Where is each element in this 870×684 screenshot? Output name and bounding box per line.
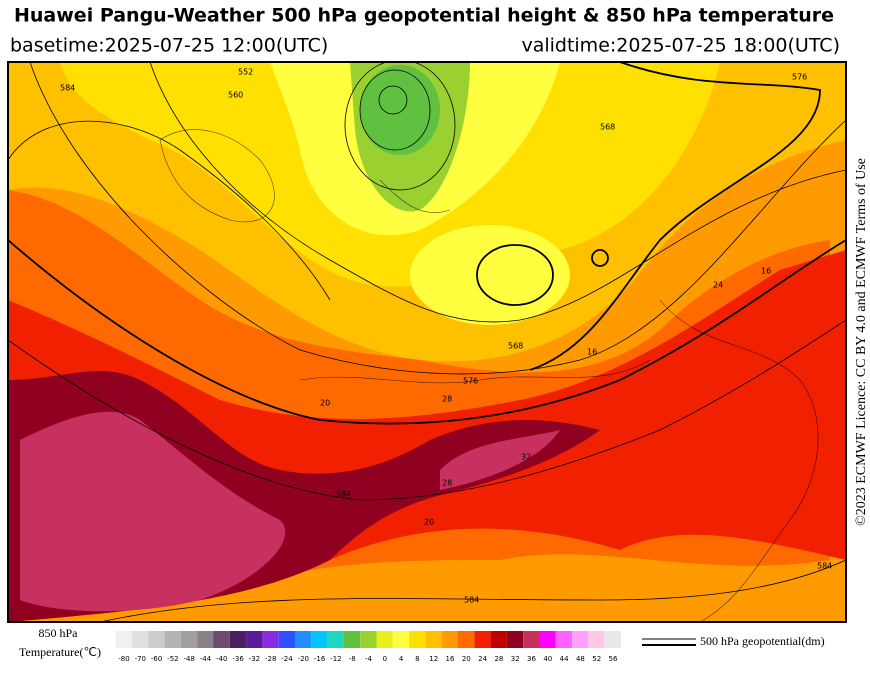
- contour-label: 20: [320, 399, 330, 408]
- contour-label: 584: [336, 490, 351, 499]
- colorbar-swatch: [588, 631, 605, 648]
- colorbar-tick-label: 36: [527, 655, 536, 663]
- title: Huawei Pangu-Weather 500 hPa geopotentia…: [14, 5, 834, 27]
- contour-label: 576: [463, 377, 478, 386]
- colorbar-swatch: [376, 631, 393, 648]
- colorbar-tick-label: -8: [349, 655, 356, 663]
- colorbar-swatch: [360, 631, 377, 648]
- temp-field: [410, 225, 570, 325]
- colorbar-title: Temperature(℃): [19, 645, 101, 659]
- colorbar-swatch: [295, 631, 312, 648]
- colorbar-tick-label: -40: [216, 655, 227, 663]
- colorbar-tick-label: -20: [298, 655, 309, 663]
- colorbar-tick-label: 24: [478, 655, 487, 663]
- contour-label: 16: [761, 267, 771, 276]
- colorbar-tick-label: -80: [118, 655, 129, 663]
- contour-label: 568: [508, 342, 523, 351]
- colorbar-swatch: [246, 631, 263, 648]
- colorbar-tick-label: 56: [609, 655, 618, 663]
- coastlines: [159, 129, 819, 622]
- colorbar-tick-label: -60: [151, 655, 162, 663]
- colorbar-title: 850 hPa: [39, 626, 79, 640]
- colorbar-tick-label: 44: [560, 655, 569, 663]
- contour-label: 552: [238, 68, 253, 77]
- colorbar-tick-label: -16: [314, 655, 326, 663]
- colorbar-swatch: [278, 631, 295, 648]
- colorbar-swatch: [197, 631, 214, 648]
- contour-label: 568: [600, 123, 615, 132]
- colorbar-tick-label: -24: [281, 655, 293, 663]
- colorbar-tick-label: 0: [383, 655, 387, 663]
- colorbar-tick-label: 20: [462, 655, 471, 663]
- contour-label: 560: [228, 91, 243, 100]
- colorbar-tick-label: 8: [415, 655, 419, 663]
- colorbar-swatch: [425, 631, 442, 648]
- contour-label: 32: [521, 453, 531, 462]
- colorbar: -80 -70 -60 -52 -48 -44 -40 -36 -32 -28 -24 -20 -16-…: [115, 631, 621, 663]
- validtime: validtime:2025-07-25 18:00(UTC): [521, 35, 840, 57]
- contour-label: 20: [424, 518, 434, 527]
- colorbar-swatch: [604, 631, 621, 648]
- colorbar-tick-label: 48: [576, 655, 585, 663]
- colorbar-swatch: [229, 631, 247, 648]
- colorbar-swatch: [262, 631, 279, 648]
- legend-label: 500 hPa geopotential(dm): [700, 634, 825, 648]
- colorbar-swatch: [458, 631, 475, 648]
- contour-label: 28: [442, 479, 452, 488]
- colorbar-tick-label: -36: [232, 655, 244, 663]
- colorbar-swatch: [572, 631, 589, 648]
- colorbar-swatch: [392, 631, 410, 648]
- colorbar-swatch: [311, 631, 328, 648]
- colorbar-tick-label: 52: [592, 655, 601, 663]
- contour-label: 584: [60, 84, 75, 93]
- temp-field: [20, 411, 286, 612]
- colorbar-swatch: [474, 631, 491, 648]
- colorbar-tick-label: -48: [183, 655, 194, 663]
- colorbar-swatch: [115, 631, 132, 648]
- colorbar-tick-label: -28: [265, 655, 276, 663]
- map: 584 552 560 568 576 568 576 584 584 584 …: [7, 61, 847, 623]
- colorbar-tick-label: -70: [135, 655, 146, 663]
- colorbar-swatch: [180, 631, 198, 648]
- colorbar-tick-label: -4: [365, 655, 373, 663]
- colorbar-swatch: [409, 631, 426, 648]
- colorbar-swatch: [506, 631, 524, 648]
- map-frame: [7, 61, 847, 623]
- colorbar-tick-label: -32: [249, 655, 260, 663]
- colorbar-tick-label: 28: [494, 655, 503, 663]
- basetime: basetime:2025-07-25 12:00(UTC): [10, 35, 328, 57]
- colorbar-swatch: [555, 631, 573, 648]
- colorbar-swatch: [490, 631, 507, 648]
- temp-field: [440, 430, 560, 490]
- contour-label: 584: [464, 596, 479, 605]
- contour-label: 24: [713, 281, 723, 290]
- contour-label: 16: [587, 348, 597, 357]
- colorbar-tick-label: -52: [167, 655, 178, 663]
- colorbar-swatch: [213, 631, 230, 648]
- colorbar-tick-label: 4: [399, 655, 404, 663]
- contour-label: 584: [817, 562, 832, 571]
- colorbar-tick-label: 16: [446, 655, 455, 663]
- colorbar-swatch: [343, 631, 361, 648]
- colorbar-swatch: [441, 631, 458, 648]
- colorbar-tick-label: 40: [543, 655, 552, 663]
- colorbar-tick-label: -12: [330, 655, 341, 663]
- colorbar-swatch: [132, 631, 149, 648]
- colorbar-swatch: [148, 631, 165, 648]
- colorbar-tick-label: -44: [200, 655, 212, 663]
- colorbar-swatch: [539, 631, 556, 648]
- colorbar-tick-label: 12: [429, 655, 438, 663]
- contour-label: 28: [442, 395, 452, 404]
- colorbar-swatch: [523, 631, 540, 648]
- temp-field: [360, 65, 440, 155]
- contours: [8, 62, 846, 622]
- credit: ©2023 ECMWF Licence: CC BY 4.0 and ECMWF…: [854, 158, 869, 526]
- colorbar-swatch: [164, 631, 181, 648]
- colorbar-swatch: [327, 631, 344, 648]
- colorbar-tick-label: 32: [511, 655, 520, 663]
- contour-label: 576: [792, 73, 807, 82]
